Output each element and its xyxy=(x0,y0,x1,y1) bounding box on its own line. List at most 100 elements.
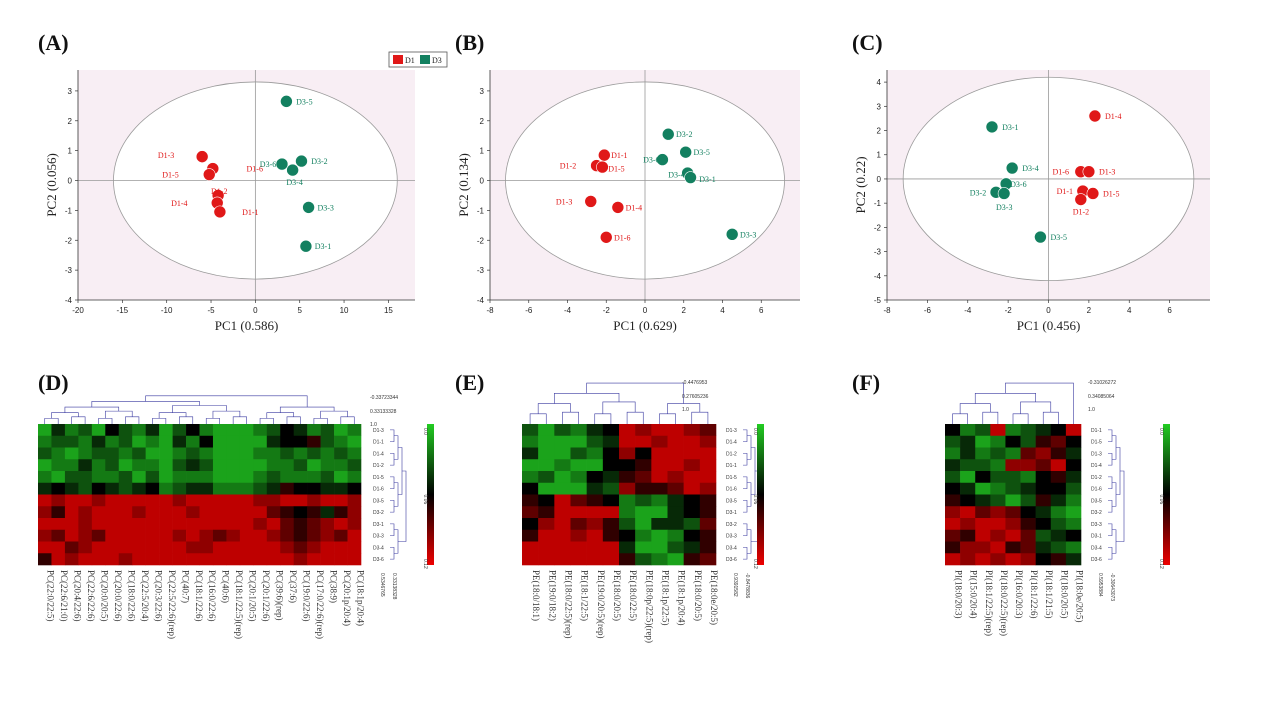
pca-plot-c: -8 -6 -4 -2 0 2 4 6 -5 -4 -3 -2 -1 0 1 2 3 4 PC1 (0.456) PC… xyxy=(853,70,1210,333)
heat-cell xyxy=(619,459,636,472)
heat-cell xyxy=(293,518,308,531)
heat-cell xyxy=(1050,482,1067,495)
heat-col-label: PC(20:1/20:5) xyxy=(248,570,258,622)
heat-cell xyxy=(280,435,295,448)
heat-cell xyxy=(554,518,571,531)
heat-cell xyxy=(64,506,79,519)
heat-cell xyxy=(239,529,254,542)
heat-cell xyxy=(570,541,587,554)
y-tick-label: -2 xyxy=(477,236,485,245)
heat-cell xyxy=(1020,459,1036,472)
heat-cell xyxy=(975,459,991,472)
heat-cell xyxy=(635,553,652,566)
heat-cell xyxy=(347,435,362,448)
point-label: D1-4 xyxy=(626,203,642,212)
legend-box xyxy=(388,51,448,68)
row-dendrogram xyxy=(1108,429,1125,560)
heat-cell xyxy=(1065,447,1082,460)
heat-cell xyxy=(307,459,321,472)
heat-cell xyxy=(554,541,571,554)
heat-cell xyxy=(105,518,120,531)
heat-cell xyxy=(619,471,636,484)
heat-cell xyxy=(145,447,160,460)
dendrogram-branch xyxy=(313,418,328,424)
heat-cell xyxy=(1035,506,1052,519)
heat-cell xyxy=(347,553,362,566)
dendrogram-branch xyxy=(394,482,399,507)
score-point-d1-5 xyxy=(202,168,216,181)
heat-cell xyxy=(334,494,348,507)
heat-cell xyxy=(91,435,106,448)
heat-cell xyxy=(64,541,79,554)
heat-cell xyxy=(699,494,717,507)
heat-cell xyxy=(1020,541,1036,554)
y-tick-label: 3 xyxy=(480,87,485,96)
score-point-d1-5 xyxy=(596,160,609,174)
heat-cell xyxy=(651,541,668,554)
heat-cell xyxy=(586,494,604,507)
column-dendrogram xyxy=(44,395,355,424)
heat-cell xyxy=(253,541,268,554)
x-tick-label: 4 xyxy=(720,306,725,315)
heat-col-label: PE(18:0/22:5)(rep) xyxy=(563,570,573,638)
y-tick-label: 1 xyxy=(480,147,485,156)
heat-cell xyxy=(586,506,604,519)
heat-col-label: PC(18:1p/20:4) xyxy=(355,570,365,626)
dendrogram-branch xyxy=(1020,401,1052,414)
heat-row-label: D1-3 xyxy=(726,428,737,434)
heat-cell xyxy=(945,471,961,484)
heat-cell xyxy=(172,435,187,448)
heat-cell xyxy=(51,541,66,554)
heat-cell xyxy=(602,424,620,437)
heat-cell xyxy=(280,424,295,437)
point-label: D3-3 xyxy=(996,203,1012,212)
heat-cell xyxy=(212,553,227,566)
heat-cell xyxy=(91,553,106,566)
heat-cell xyxy=(307,541,321,554)
heat-cell xyxy=(239,435,254,448)
score-point-d3-3 xyxy=(302,201,315,214)
heat-cell xyxy=(253,447,268,460)
heat-cell xyxy=(635,506,652,519)
heat-cell xyxy=(239,447,254,460)
heat-cell xyxy=(602,553,620,566)
point-label: D3-1 xyxy=(699,175,715,184)
score-point-d3-4 xyxy=(1005,161,1019,175)
heat-cell xyxy=(172,541,187,554)
heat-row-label: D1-6 xyxy=(373,487,384,493)
heat-cell xyxy=(990,424,1006,437)
heat-cell xyxy=(699,553,717,566)
heat-cell xyxy=(619,494,636,507)
dendrogram-branch xyxy=(398,470,407,542)
heat-row-label: D1-5 xyxy=(726,475,737,481)
heat-cell xyxy=(186,482,200,495)
heat-col-label: PE(18:0e/20:5) xyxy=(709,570,719,625)
heat-cell xyxy=(145,471,160,484)
heat-cell xyxy=(186,471,200,484)
heat-cell xyxy=(1020,482,1036,495)
heat-cell xyxy=(683,529,701,542)
heat-cell xyxy=(132,435,146,448)
heat-cell xyxy=(990,518,1006,531)
column-dendrogram xyxy=(529,382,709,424)
dendrogram-branch xyxy=(64,406,120,413)
heat-cell xyxy=(334,518,348,531)
y-tick-label: -4 xyxy=(874,272,882,281)
heat-cell xyxy=(1035,529,1052,542)
point-label: D3-6 xyxy=(1010,180,1026,189)
heat-cell xyxy=(347,541,362,554)
heat-cell xyxy=(554,424,571,437)
heat-cell xyxy=(570,553,587,566)
heat-cell xyxy=(635,447,652,460)
heat-cell xyxy=(945,424,961,437)
heat-cell xyxy=(1050,494,1067,507)
heat-cell xyxy=(347,424,362,437)
heat-cell xyxy=(945,529,961,542)
x-tick-label: -2 xyxy=(1005,306,1013,315)
heat-cell xyxy=(132,482,146,495)
heat-cell xyxy=(199,459,214,472)
tree-scale-label: 0.27605236 xyxy=(682,394,709,400)
dendrogram-branch xyxy=(562,411,579,424)
heat-col-label: PI(18:1/22:5)(rep) xyxy=(984,570,994,636)
